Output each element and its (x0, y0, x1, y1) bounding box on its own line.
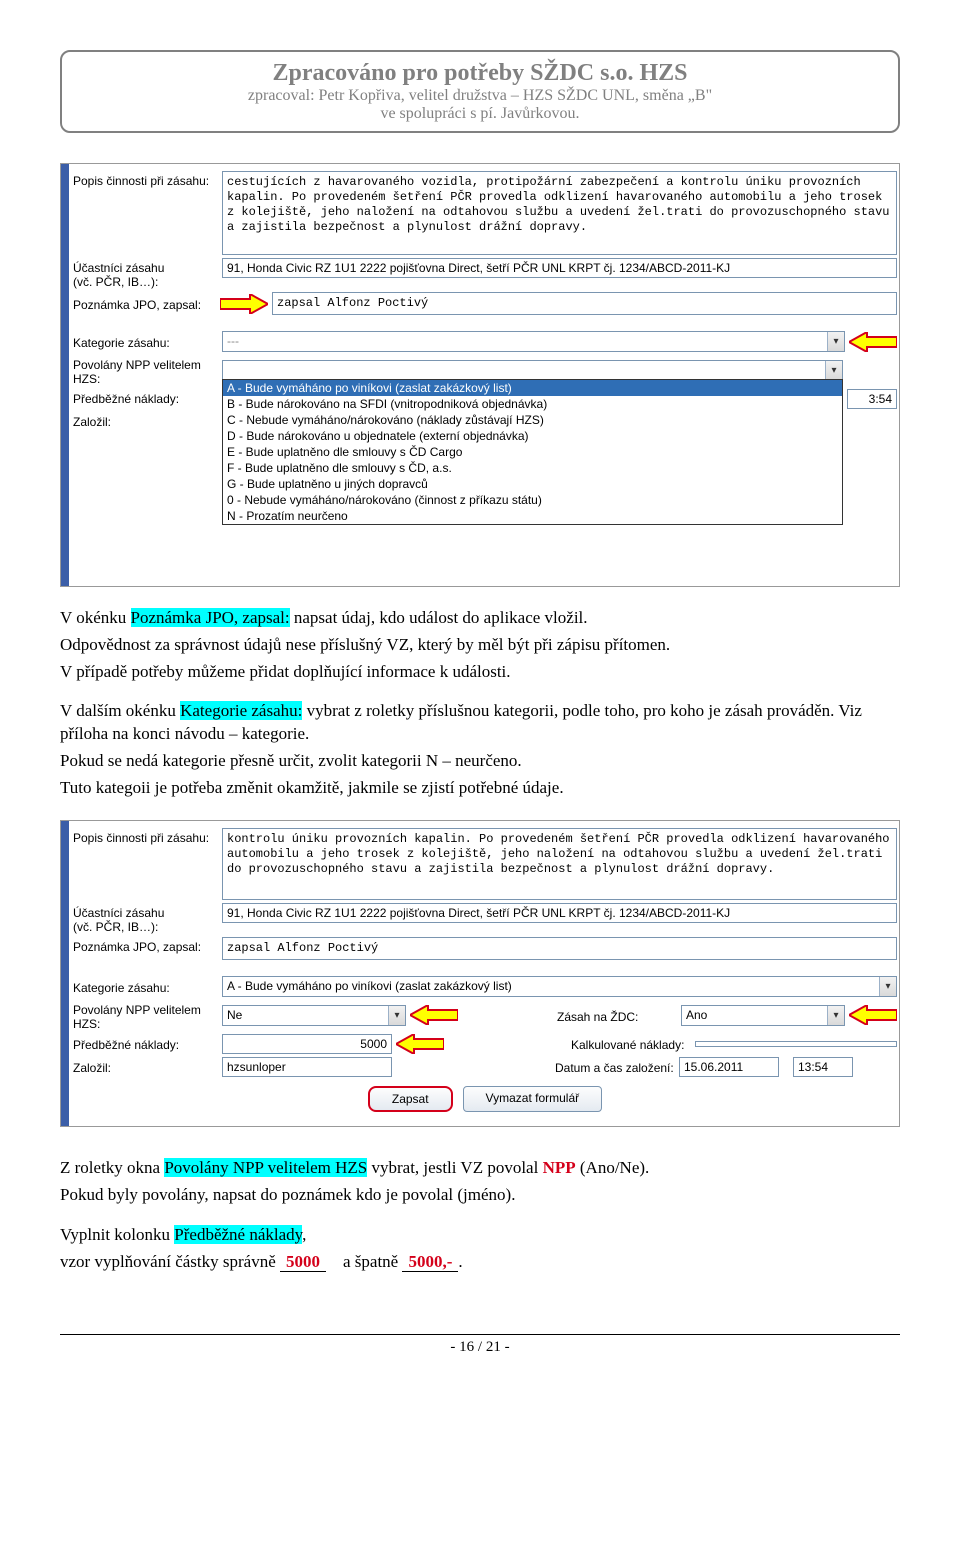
hl-predbezne-naklady: Předběžné náklady (174, 1225, 302, 1244)
txt: (Ano/Ne). (576, 1158, 650, 1177)
dropdown-povolany[interactable]: A - Bude vymáháno po viníkovi (zaslat za… (222, 360, 843, 381)
dd-item[interactable]: G - Bude uplatněno u jiných dopravců (223, 476, 842, 492)
header-line2: zpracoval: Petr Kopřiva, velitel družstv… (78, 87, 882, 105)
label-povolany: Povolány NPP velitelem HZS: (73, 1000, 218, 1031)
textarea-popis[interactable]: cestujících z havarovaného vozidla, prot… (222, 171, 897, 255)
arrow-left-icon (849, 332, 897, 352)
label-datum: Datum a čas založení: (555, 1058, 675, 1075)
header-title: Zpracováno pro potřeby SŽDC s.o. HZS (78, 60, 882, 87)
arrow-left-icon (410, 1005, 458, 1025)
text-block-1: V okénku Poznámka JPO, zapsal: napsat úd… (60, 607, 900, 800)
dd-item[interactable]: A - Bude vymáháno po viníkovi (zaslat za… (223, 380, 842, 396)
dropdown-kategorie-value: A - Bude vymáháno po viníkovi (zaslat za… (227, 979, 512, 993)
txt: Tuto kategoii je potřeba změnit okamžitě… (60, 777, 900, 800)
txt: Pokud se nedá kategorie přesně určit, zv… (60, 750, 900, 773)
hl-kategorie-zasahu: Kategorie zásahu: (180, 701, 302, 720)
arrow-right-icon (220, 294, 268, 314)
input-predbezne[interactable]: 5000 (222, 1034, 392, 1054)
txt: Z roletky okna (60, 1158, 164, 1177)
label-zalozil: Založil: (73, 1058, 218, 1075)
header-line3: ve spolupráci s pí. Javůrkovou. (78, 105, 882, 123)
text-block-2: Z roletky okna Povolány NPP velitelem HZ… (60, 1157, 900, 1275)
label-povolany: Povolány NPP velitelem HZS: (73, 355, 218, 386)
txt: V případě potřeby můžeme přidat doplňují… (60, 661, 900, 684)
arrow-left-icon (396, 1034, 444, 1054)
page-footer: - 16 / 21 - (60, 1334, 900, 1356)
label-kategorie: Kategorie zásahu: (73, 333, 218, 350)
label-poznamka: Poznámka JPO, zapsal: (73, 937, 218, 954)
txt: vzor vyplňování částky správně (60, 1252, 276, 1271)
dropdown-povolany-value: Ne (227, 1008, 242, 1022)
txt: vybrat, jestli VZ povolal (367, 1158, 542, 1177)
dropdown-povolany[interactable]: Ne (222, 1005, 406, 1026)
hl-povolany-npp: Povolány NPP velitelem HZS (164, 1158, 367, 1177)
dd-item[interactable]: N - Prozatím neurčeno (223, 508, 842, 524)
input-kalk[interactable] (695, 1041, 897, 1047)
form-screenshot-1: Popis činnosti při zásahu: cestujících z… (60, 163, 900, 587)
chevron-down-icon[interactable] (825, 361, 842, 380)
blue-strip-icon (61, 821, 69, 1126)
txt: V okénku (60, 608, 131, 627)
dd-item[interactable]: F - Bude uplatněno dle smlouvy s ČD, a.s… (223, 460, 842, 476)
label-predbezne: Předběžné náklady: (73, 1035, 218, 1052)
label-kategorie: Kategorie zásahu: (73, 978, 218, 995)
chevron-down-icon[interactable] (827, 332, 844, 351)
zapsat-button[interactable]: Zapsat (368, 1086, 453, 1112)
label-predbezne: Předběžné náklady: (73, 389, 218, 406)
txt: napsat údaj, kdo událost do aplikace vlo… (290, 608, 588, 627)
txt: . (458, 1252, 462, 1271)
input-time[interactable]: 13:54 (793, 1057, 853, 1077)
input-zalozil: hzsunloper (222, 1057, 392, 1077)
example-correct: 5000 (280, 1252, 326, 1272)
blue-strip-icon (61, 164, 69, 586)
txt: a špatně (343, 1252, 398, 1271)
label-ucastnici: Účastníci zásahu (vč. PČR, IB…): (73, 258, 218, 289)
dropdown-zasah-zdc[interactable]: Ano (681, 1005, 845, 1026)
red-npp: NPP (543, 1158, 576, 1177)
txt: V dalším okénku (60, 701, 180, 720)
chevron-down-icon[interactable] (879, 977, 896, 996)
dropdown-kategorie[interactable]: A - Bude vymáháno po viníkovi (zaslat za… (222, 976, 897, 997)
dd-item[interactable]: C - Nebude vymáháno/nárokováno (náklady … (223, 412, 842, 428)
label-poznamka: Poznámka JPO, zapsal: (73, 295, 218, 312)
input-ucastnici[interactable]: 91, Honda Civic RZ 1U1 2222 pojišťovna D… (222, 258, 897, 278)
dd-item[interactable]: B - Bude nárokováno na SFDI (vnitropodni… (223, 396, 842, 412)
label-popis: Popis činnosti při zásahu: (73, 171, 218, 188)
arrow-left-icon (849, 1005, 897, 1025)
label-ucastnici: Účastníci zásahu (vč. PČR, IB…): (73, 903, 218, 934)
dropdown-kategorie[interactable]: --- (222, 331, 845, 352)
textarea-popis[interactable]: kontrolu úniku provozních kapalin. Po pr… (222, 828, 897, 900)
dd-item[interactable]: E - Bude uplatněno dle smlouvy s ČD Carg… (223, 444, 842, 460)
dropdown-kategorie-value: --- (227, 334, 239, 348)
txt: Vyplnit kolonku (60, 1225, 174, 1244)
txt: Odpovědnost za správnost údajů nese přís… (60, 634, 900, 657)
form-screenshot-2: Popis činnosti při zásahu: kontrolu únik… (60, 820, 900, 1127)
vymazat-button[interactable]: Vymazat formulář (463, 1086, 603, 1112)
txt: , (302, 1225, 306, 1244)
header-box: Zpracováno pro potřeby SŽDC s.o. HZS zpr… (60, 50, 900, 133)
dropdown-list: A - Bude vymáháno po viníkovi (zaslat za… (222, 379, 843, 525)
input-datum[interactable]: 15.06.2011 (679, 1057, 779, 1077)
dd-item[interactable]: 0 - Nebude vymáháno/nárokováno (činnost … (223, 492, 842, 508)
example-wrong: 5000,- (402, 1252, 458, 1272)
input-ucastnici[interactable]: 91, Honda Civic RZ 1U1 2222 pojišťovna D… (222, 903, 897, 923)
input-poznamka[interactable]: zapsal Alfonz Poctivý (272, 292, 897, 315)
txt: Pokud byly povolány, napsat do poznámek … (60, 1184, 900, 1207)
input-poznamka[interactable]: zapsal Alfonz Poctivý (222, 937, 897, 960)
dd-item[interactable]: D - Bude nárokováno u objednatele (exter… (223, 428, 842, 444)
label-zalozil: Založil: (73, 412, 218, 429)
label-kalk: Kalkulované náklady: (571, 1035, 691, 1052)
label-zasah-zdc: Zásah na ŽDC: (557, 1007, 677, 1024)
hl-poznamka-jpo: Poznámka JPO, zapsal: (131, 608, 290, 627)
value-time-fragment: 3:54 (847, 389, 897, 409)
chevron-down-icon[interactable] (388, 1006, 405, 1025)
chevron-down-icon[interactable] (827, 1006, 844, 1025)
dropdown-zasah-value: Ano (686, 1008, 707, 1022)
label-popis: Popis činnosti při zásahu: (73, 828, 218, 845)
